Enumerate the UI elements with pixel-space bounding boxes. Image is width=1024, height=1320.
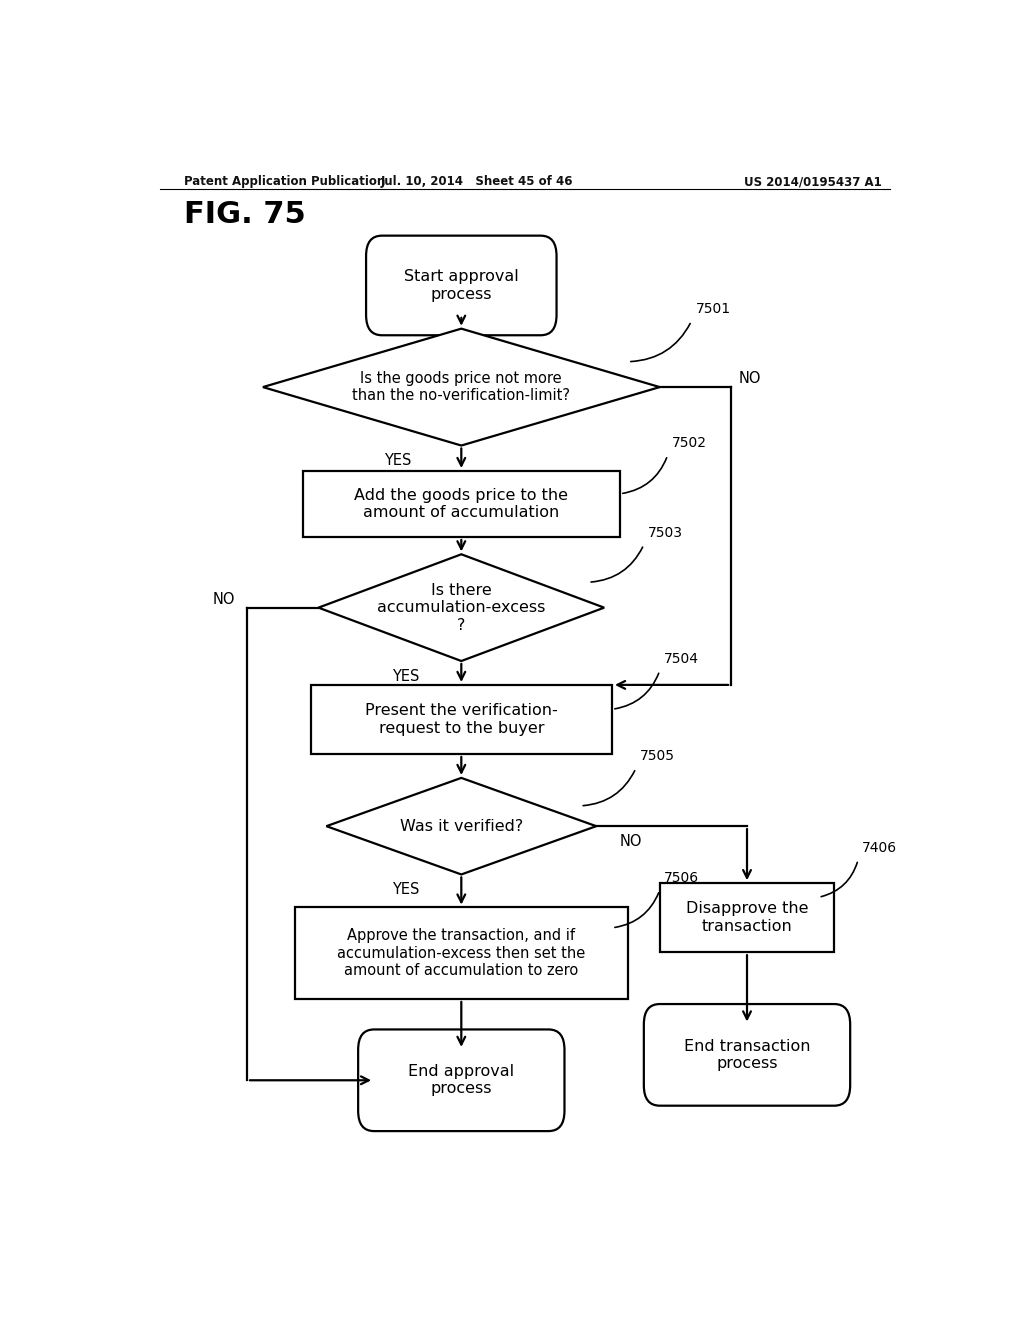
Bar bbox=[303, 471, 621, 537]
Text: NO: NO bbox=[213, 591, 236, 607]
Bar bbox=[659, 883, 835, 952]
Text: Is there
accumulation-excess
?: Is there accumulation-excess ? bbox=[377, 582, 546, 632]
Polygon shape bbox=[263, 329, 659, 446]
Text: 7406: 7406 bbox=[862, 841, 897, 854]
Text: Disapprove the
transaction: Disapprove the transaction bbox=[686, 902, 808, 933]
Text: 7505: 7505 bbox=[640, 750, 675, 763]
Text: Patent Application Publication: Patent Application Publication bbox=[183, 176, 385, 189]
Text: End transaction
process: End transaction process bbox=[684, 1039, 810, 1071]
Text: US 2014/0195437 A1: US 2014/0195437 A1 bbox=[744, 176, 882, 189]
Text: Approve the transaction, and if
accumulation-excess then set the
amount of accum: Approve the transaction, and if accumula… bbox=[337, 928, 586, 978]
FancyBboxPatch shape bbox=[644, 1005, 850, 1106]
Text: Was it verified?: Was it verified? bbox=[399, 818, 523, 834]
Text: 7506: 7506 bbox=[664, 871, 698, 886]
FancyBboxPatch shape bbox=[366, 236, 556, 335]
Polygon shape bbox=[318, 554, 604, 661]
Text: YES: YES bbox=[384, 453, 412, 469]
Text: Present the verification-
request to the buyer: Present the verification- request to the… bbox=[365, 704, 558, 735]
Text: YES: YES bbox=[392, 882, 420, 898]
Text: Jul. 10, 2014   Sheet 45 of 46: Jul. 10, 2014 Sheet 45 of 46 bbox=[381, 176, 573, 189]
Text: Add the goods price to the
amount of accumulation: Add the goods price to the amount of acc… bbox=[354, 488, 568, 520]
Text: Start approval
process: Start approval process bbox=[403, 269, 519, 302]
Bar bbox=[310, 685, 612, 754]
Text: 7502: 7502 bbox=[672, 436, 707, 450]
Text: NO: NO bbox=[620, 834, 642, 849]
FancyBboxPatch shape bbox=[358, 1030, 564, 1131]
Text: 7501: 7501 bbox=[695, 302, 730, 315]
Text: YES: YES bbox=[392, 669, 420, 684]
Text: FIG. 75: FIG. 75 bbox=[183, 199, 305, 228]
Polygon shape bbox=[327, 777, 596, 874]
Text: End approval
process: End approval process bbox=[409, 1064, 514, 1097]
Text: Is the goods price not more
than the no-verification-limit?: Is the goods price not more than the no-… bbox=[352, 371, 570, 404]
Text: 7503: 7503 bbox=[648, 525, 683, 540]
Text: NO: NO bbox=[739, 371, 762, 387]
Bar bbox=[295, 907, 628, 999]
Text: 7504: 7504 bbox=[664, 652, 698, 665]
